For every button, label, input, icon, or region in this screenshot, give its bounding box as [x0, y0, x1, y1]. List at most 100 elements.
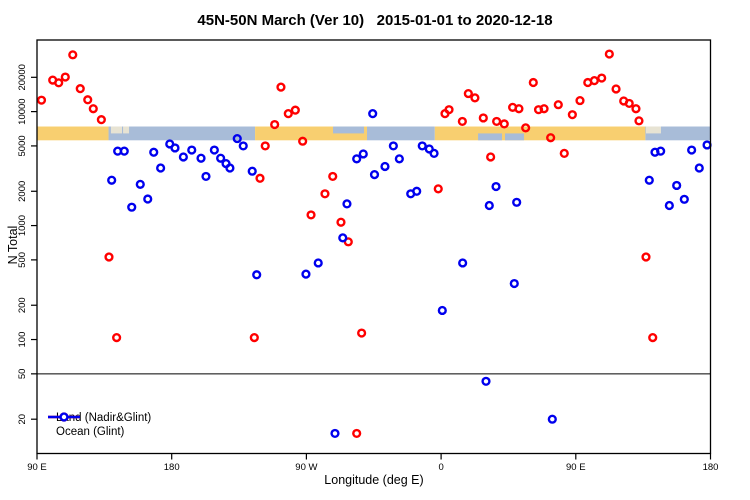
ocean-data-point — [127, 202, 137, 212]
ocean-data-point — [119, 146, 129, 156]
ocean-data-point — [484, 200, 494, 211]
x-tick-label: 180 — [164, 462, 180, 473]
land-data-point — [104, 252, 114, 262]
land-data-point — [328, 171, 338, 182]
ocean-data-point — [388, 141, 398, 151]
ocean-data-point — [352, 154, 362, 164]
land-data-point — [478, 113, 488, 123]
ocean-data-point — [238, 141, 248, 151]
ocean-data-point — [358, 149, 368, 159]
x-tick-label: 180 — [703, 462, 719, 473]
x-tick-label: 90 E — [566, 462, 586, 473]
ocean-data-point — [330, 428, 340, 439]
x-tick-label: 0 — [438, 462, 443, 473]
ocean-data-point — [187, 145, 197, 155]
ocean-data-point — [252, 270, 262, 280]
land-data-point — [589, 76, 599, 86]
land-data-point — [457, 116, 467, 127]
land-data-point — [631, 104, 641, 114]
ocean-data-point — [342, 199, 352, 209]
land-data-point — [611, 84, 621, 94]
land-data-point — [75, 84, 85, 94]
y-tick-label: 2000 — [17, 181, 28, 202]
pale-band-patch — [645, 126, 661, 134]
ocean-data-point — [178, 152, 188, 162]
land-data-point — [306, 210, 316, 220]
y-tick-label: 10000 — [17, 98, 28, 124]
y-tick-label: 1000 — [17, 215, 28, 236]
ocean-data-point — [143, 194, 153, 204]
ocean-data-point — [656, 146, 666, 156]
land-data-point — [60, 72, 70, 82]
ocean-band-patch — [478, 133, 503, 141]
ocean-data-point — [170, 143, 180, 153]
land-data-point — [255, 173, 265, 183]
ocean-band-segment — [367, 126, 435, 141]
land-data-point — [357, 328, 367, 338]
ocean-data-point — [412, 186, 422, 196]
land-data-point — [528, 77, 538, 88]
land-data-point — [624, 98, 634, 109]
y-tick-label: 20 — [17, 414, 28, 425]
ocean-data-point — [429, 148, 439, 158]
ocean-data-point — [301, 269, 311, 279]
ocean-data-point — [458, 258, 468, 268]
land-data-point — [514, 104, 524, 114]
land-data-point — [604, 49, 614, 59]
land-data-point — [499, 119, 509, 129]
ocean-band-patch — [505, 133, 525, 141]
land-data-point — [641, 252, 651, 262]
ocean-data-point — [664, 200, 674, 211]
ocean-data-point — [369, 170, 380, 180]
ocean-data-point — [196, 153, 206, 163]
ocean-data-point — [232, 133, 242, 144]
ocean-band-segment — [645, 126, 711, 141]
ocean-data-point — [209, 145, 219, 155]
x-tick-label: 90 E — [27, 462, 47, 473]
ocean-band-segment — [108, 126, 256, 141]
land-data-point — [283, 109, 293, 119]
land-data-point — [270, 119, 280, 130]
chart-title: 45N-50N March (Ver 10) 2015-01-01 to 202… — [197, 12, 553, 29]
pale-band-patch — [123, 126, 130, 134]
ocean-data-point — [201, 171, 211, 182]
y-tick-label: 20000 — [17, 64, 28, 90]
land-data-point — [470, 93, 480, 103]
land-data-point — [249, 332, 259, 343]
land-data-point — [88, 104, 98, 114]
land-data-point — [648, 332, 658, 343]
ocean-data-point — [417, 141, 427, 151]
legend: Land (Nadir&Glint) Ocean (Glint) — [47, 411, 151, 439]
land-data-point — [298, 136, 308, 146]
land-data-point — [634, 116, 644, 126]
land-data-point — [546, 133, 556, 143]
ocean-data-point — [679, 194, 689, 204]
plot-border — [36, 39, 712, 455]
y-tick-label: 500 — [17, 252, 28, 268]
ocean-data-point — [491, 181, 501, 192]
land-data-point — [54, 78, 64, 88]
legend-label-ocean: Ocean (Glint) — [56, 425, 125, 438]
land-data-point — [260, 141, 270, 151]
land-data-point — [521, 123, 531, 133]
y-tick-label: 200 — [17, 297, 28, 313]
ocean-data-point — [338, 233, 348, 243]
ocean-data-point — [547, 414, 557, 424]
ocean-data-point — [694, 163, 704, 173]
ocean-data-point — [512, 197, 522, 207]
x-tick-label: 90 W — [295, 462, 317, 473]
ocean-data-point — [156, 163, 166, 173]
land-data-point — [290, 105, 300, 115]
x-axis-label: Longitude (deg E) — [324, 473, 424, 487]
ocean-data-point — [368, 109, 378, 119]
ocean-data-point — [509, 278, 519, 289]
ocean-data-point — [313, 258, 323, 268]
land-data-point — [320, 189, 330, 199]
land-data-point — [68, 50, 78, 60]
land-data-point — [36, 95, 47, 105]
land-data-point — [352, 428, 362, 439]
land-data-point — [539, 104, 549, 114]
y-tick-label: 100 — [17, 332, 28, 348]
ocean-data-point — [702, 140, 712, 150]
